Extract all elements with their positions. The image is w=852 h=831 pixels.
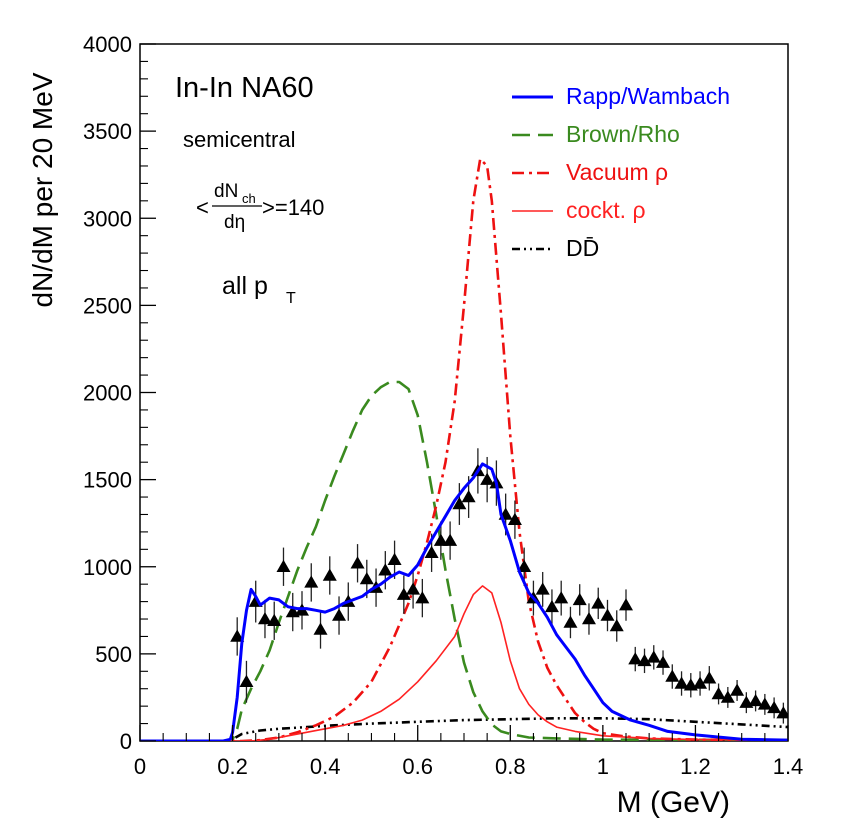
data-point <box>572 592 587 606</box>
data-point <box>619 598 633 611</box>
data-point <box>396 587 411 600</box>
centrality-label: semicentral <box>183 127 295 152</box>
series-rapp-wambach-line <box>140 462 788 741</box>
data-point <box>443 533 458 546</box>
x-tick-label: 0.8 <box>495 754 526 779</box>
data-point <box>776 706 788 719</box>
y-tick-label: 4000 <box>83 32 132 57</box>
data-point <box>600 608 615 621</box>
data-point <box>304 575 319 588</box>
multiplicity-label: < dN ch dη >=140 <box>196 181 324 233</box>
legend-label-vacuum: Vacuum ρ <box>566 159 668 185</box>
y-tick-label: 2000 <box>83 381 132 406</box>
legend-label-cockt: cockt. ρ <box>566 197 646 223</box>
data-point <box>656 655 671 668</box>
data-point <box>267 613 282 627</box>
x-tick-label: 1 <box>597 754 609 779</box>
data-point <box>332 608 347 621</box>
multiplicity-numerator: dN <box>214 181 238 202</box>
data-point <box>276 559 291 572</box>
data-point <box>591 596 606 609</box>
data-point <box>767 700 782 714</box>
data-point <box>313 622 328 635</box>
x-tick-label: 1.4 <box>773 754 804 779</box>
data-point <box>730 683 745 696</box>
data-point <box>350 556 365 569</box>
y-tick-label: 1500 <box>83 468 132 493</box>
series-brown-rho-line <box>140 380 788 741</box>
data-point <box>322 568 337 581</box>
system-label: In-In NA60 <box>175 72 314 104</box>
x-tick-label: 1.2 <box>680 754 711 779</box>
data-point <box>433 533 448 546</box>
data-point <box>748 693 763 707</box>
multiplicity-value: >=140 <box>262 195 324 220</box>
data-point <box>720 690 735 703</box>
y-tick-label: 1000 <box>83 555 132 580</box>
data-point <box>452 497 467 510</box>
y-tick-label: 500 <box>95 642 132 667</box>
x-tick-label: 0.2 <box>217 754 248 779</box>
data-point <box>665 669 680 682</box>
data-point <box>637 653 652 667</box>
data-point <box>702 671 717 684</box>
data-point <box>378 563 393 576</box>
y-tick-label: 0 <box>120 729 132 754</box>
series-cockt-line <box>140 585 788 741</box>
data-point <box>535 582 550 595</box>
data-point <box>544 599 559 613</box>
data-point <box>406 582 421 595</box>
series-dd-line <box>140 717 788 741</box>
pt-label-sub: T <box>286 290 296 307</box>
x-tick-label: 0.4 <box>310 754 341 779</box>
data-point <box>507 512 522 525</box>
multiplicity-denominator: dη <box>224 212 245 233</box>
data-point <box>517 559 532 572</box>
data-point <box>757 697 772 710</box>
data-point <box>693 676 708 689</box>
data-point <box>230 629 245 642</box>
data-point <box>711 686 726 700</box>
data-point <box>387 552 402 566</box>
y-tick-label: 3500 <box>83 119 132 144</box>
data-point <box>424 545 439 559</box>
data-point <box>461 490 476 503</box>
data-point <box>554 591 569 604</box>
data-point <box>581 612 596 625</box>
data-point <box>480 472 495 485</box>
data-point <box>257 612 272 625</box>
x-axis-title: M (GeV) <box>617 786 730 819</box>
x-tick-label: 0.6 <box>402 754 433 779</box>
data-points <box>230 448 788 724</box>
multiplicity-numerator-sub: ch <box>242 191 256 206</box>
y-axis-title: dN/dM per 20 MeV <box>27 72 58 307</box>
legend: Rapp/Wambach Brown/Rho Vacuum ρ cockt. ρ DD̄ <box>512 83 730 261</box>
data-point <box>239 674 254 688</box>
x-tick-label: 0 <box>134 754 146 779</box>
data-point <box>359 571 374 585</box>
data-point <box>609 618 624 632</box>
data-point <box>674 676 689 689</box>
legend-label-rapp-wambach: Rapp/Wambach <box>566 83 730 109</box>
data-point <box>628 652 643 665</box>
legend-label-dd: DD̄ <box>566 235 599 261</box>
y-tick-label: 3000 <box>83 206 132 231</box>
multiplicity-open-bracket: < <box>196 195 209 220</box>
y-tick-label: 2500 <box>83 293 132 318</box>
pt-label: all p T <box>222 272 296 307</box>
data-point <box>646 650 661 663</box>
data-point <box>415 591 430 604</box>
data-point <box>563 615 578 628</box>
legend-label-brown-rho: Brown/Rho <box>566 121 680 147</box>
pt-label-main: all p <box>222 272 268 300</box>
